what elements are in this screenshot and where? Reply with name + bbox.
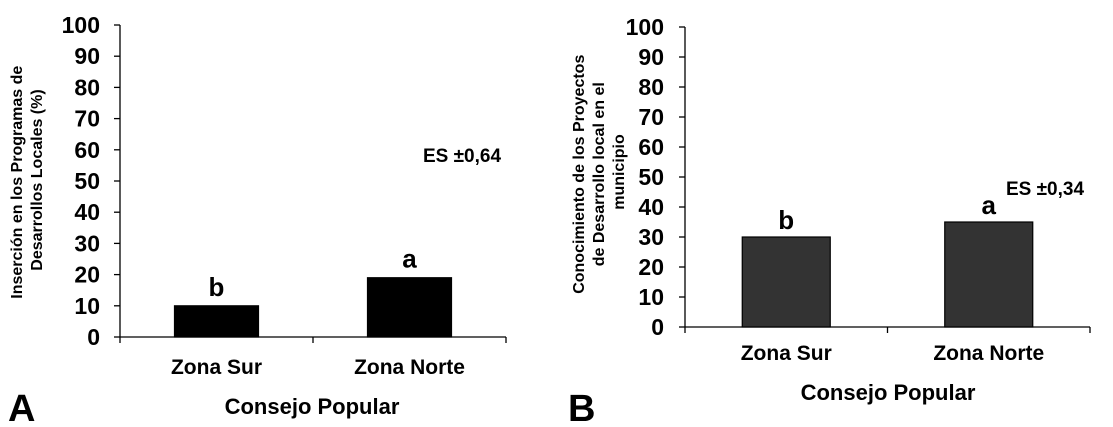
chart-b-bar-2 bbox=[944, 221, 1034, 328]
chart-b-ylabel-line-1: Conocimiento de los Proyectos bbox=[571, 55, 588, 294]
chart-b-y-tick-label: 100 bbox=[626, 14, 664, 40]
chart-b-bar-letter: b bbox=[778, 205, 794, 235]
chart-a: Inserción en los Programas de Desarrollo… bbox=[8, 12, 507, 427]
chart-b: Conocimiento de los Proyectos de Desarro… bbox=[568, 14, 1091, 427]
chart-b-bar-1 bbox=[741, 236, 831, 328]
chart-b-y-tick-label: 80 bbox=[638, 74, 664, 100]
chart-a-bar-letter: b bbox=[209, 272, 225, 302]
chart-a-y-tick-label: 80 bbox=[74, 74, 100, 100]
chart-b-ylabel: Conocimiento de los Proyectos de Desarro… bbox=[571, 50, 628, 294]
chart-a-category-label: Zona Sur bbox=[171, 356, 262, 379]
chart-a-panel-label: A bbox=[8, 388, 35, 427]
chart-b-category-label: Zona Sur bbox=[741, 342, 832, 365]
chart-b-y-tick-label: 70 bbox=[638, 104, 664, 130]
chart-b-y-tick-label: 20 bbox=[638, 254, 664, 280]
chart-a-bar-2 bbox=[366, 277, 453, 338]
chart-a-category-label: Zona Norte bbox=[354, 356, 465, 379]
chart-b-y-tick-label: 10 bbox=[638, 284, 664, 310]
chart-a-ylabel-line-1: Inserción en los Programas de bbox=[9, 66, 26, 299]
chart-b-bar-letter: a bbox=[982, 190, 997, 220]
chart-a-xlabel: Consejo Popular bbox=[225, 394, 400, 419]
chart-b-xlabel: Consejo Popular bbox=[801, 380, 976, 405]
chart-b-y-tick-label: 40 bbox=[638, 194, 664, 220]
chart-a-y-tick-label: 0 bbox=[87, 324, 100, 350]
chart-a-y-tick-label: 90 bbox=[74, 43, 100, 69]
chart-b-y-tick-label: 50 bbox=[638, 164, 664, 190]
chart-a-y-tick-label: 10 bbox=[74, 293, 100, 319]
chart-a-y-tick-label: 30 bbox=[74, 230, 100, 256]
chart-a-y-tick-label: 40 bbox=[74, 199, 100, 225]
chart-a-ylabel-line-2: Desarrollos Locales (%) bbox=[29, 89, 46, 270]
chart-b-panel-label: B bbox=[568, 388, 595, 427]
chart-a-y-tick-label: 100 bbox=[62, 12, 100, 38]
chart-b-category-label: Zona Norte bbox=[933, 342, 1044, 365]
chart-b-y-tick-label: 30 bbox=[638, 224, 664, 250]
chart-a-y-tick-label: 60 bbox=[74, 137, 100, 163]
chart-b-annotation: ES ±0,34 bbox=[1006, 179, 1084, 200]
chart-b-y-tick-label: 0 bbox=[651, 314, 664, 340]
chart-a-bar-letter: a bbox=[402, 244, 417, 274]
chart-a-y-tick-label: 20 bbox=[74, 262, 100, 288]
chart-a-annotation: ES ±0,64 bbox=[423, 146, 501, 167]
chart-b-y-tick-label: 60 bbox=[638, 134, 664, 160]
chart-a-bar-1 bbox=[173, 305, 260, 338]
chart-a-y-tick-label: 70 bbox=[74, 106, 100, 132]
chart-b-ylabel-line-2: de Desarrollo local en el bbox=[591, 82, 608, 266]
chart-b-ylabel-line-3: municipio bbox=[611, 134, 628, 210]
chart-a-y-tick-label: 50 bbox=[74, 168, 100, 194]
chart-a-ylabel: Inserción en los Programas de Desarrollo… bbox=[9, 61, 46, 298]
chart-b-y-tick-label: 90 bbox=[638, 44, 664, 70]
